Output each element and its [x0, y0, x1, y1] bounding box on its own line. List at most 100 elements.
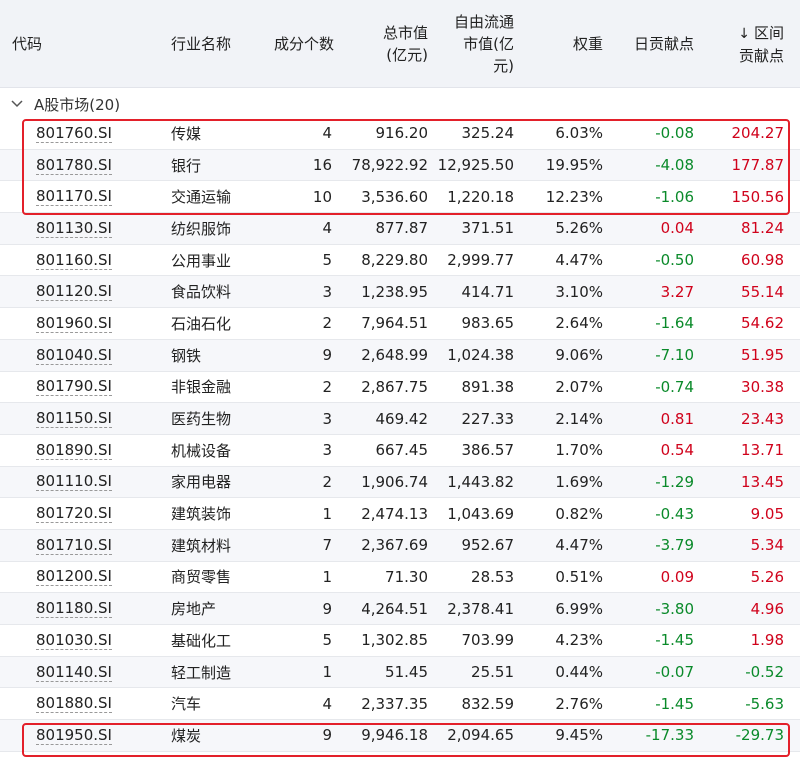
table-row[interactable]: 801760.SI 传媒 4 916.20 325.24 6.03% -0.08 204.27	[0, 118, 800, 150]
cell-code-text[interactable]: 801030.SI	[36, 630, 112, 650]
cell-code[interactable]: 801880.SI	[36, 688, 112, 719]
cell-code[interactable]: 801170.SI	[36, 181, 112, 212]
col-header-market-cap[interactable]: 总市值 (亿元)	[383, 0, 428, 88]
cell-code-text[interactable]: 801710.SI	[36, 535, 112, 555]
cell-code[interactable]: 801950.SI	[36, 720, 112, 751]
cell-weight-text: 0.44%	[555, 663, 603, 682]
col-header-free-cap[interactable]: 自由流通 市值(亿 元)	[454, 0, 514, 88]
cell-code[interactable]: 801710.SI	[36, 530, 112, 561]
cell-code-text[interactable]: 801130.SI	[36, 218, 112, 238]
table-row[interactable]: 801890.SI 机械设备 3 667.45 386.57 1.70% 0.54 13.71	[0, 435, 800, 467]
cell-code[interactable]: 801150.SI	[36, 403, 112, 434]
cell-code[interactable]: 801720.SI	[36, 498, 112, 529]
cell-weight: 2.14%	[555, 403, 603, 434]
cell-code[interactable]: 801030.SI	[36, 625, 112, 656]
cell-code-text[interactable]: 801110.SI	[36, 472, 112, 492]
col-header-code[interactable]: 代码	[12, 0, 42, 88]
table-row[interactable]: 801790.SI 非银金融 2 2,867.75 891.38 2.07% -0.74 30…	[0, 372, 800, 404]
cell-code-text[interactable]: 801780.SI	[36, 155, 112, 175]
col-header-free-cap-line1: 自由流通	[453, 13, 514, 31]
cell-code-text[interactable]: 801120.SI	[36, 282, 112, 302]
table-row[interactable]: 801170.SI 交通运输 10 3,536.60 1,220.18 12.23% -1.…	[0, 181, 800, 214]
chevron-down-icon[interactable]	[10, 100, 24, 108]
cell-code[interactable]: 801790.SI	[36, 372, 112, 403]
cell-daily-contribution: 0.09	[661, 562, 694, 593]
col-header-daily-label: 日贡献点	[633, 35, 694, 53]
cell-daily-contribution-text: 0.81	[660, 409, 694, 428]
cell-weight: 2.76%	[555, 688, 603, 719]
cell-market-cap: 9,946.18	[361, 720, 428, 751]
table-row[interactable]: 801150.SI 医药生物 3 469.42 227.33 2.14% 0.81 23.43	[0, 403, 800, 435]
cell-code[interactable]: 801160.SI	[36, 245, 112, 276]
cell-range-contribution: 1.98	[751, 625, 784, 656]
cell-market-cap: 1,906.74	[361, 467, 428, 498]
cell-code-text[interactable]: 801040.SI	[36, 345, 112, 365]
cell-code-text[interactable]: 801790.SI	[36, 377, 112, 397]
cell-code[interactable]: 801040.SI	[36, 340, 112, 371]
cell-code[interactable]: 801780.SI	[36, 150, 112, 181]
cell-code[interactable]: 801760.SI	[36, 118, 112, 149]
cell-free-market-cap: 371.51	[462, 213, 515, 244]
cell-code-text[interactable]: 801890.SI	[36, 440, 112, 460]
cell-code-text[interactable]: 801180.SI	[36, 599, 112, 619]
cell-free-market-cap-text: 891.38	[461, 377, 515, 396]
col-header-count[interactable]: 成分个数	[274, 0, 334, 88]
table-row[interactable]: 801960.SI 石油石化 2 7,964.51 983.65 2.64% -1.64 54…	[0, 308, 800, 340]
cell-code[interactable]: 801120.SI	[36, 276, 112, 307]
cell-count: 1	[322, 657, 332, 688]
col-header-weight[interactable]: 权重	[573, 0, 603, 88]
col-header-industry[interactable]: 行业名称	[171, 0, 231, 88]
cell-code[interactable]: 801960.SI	[36, 308, 112, 339]
table-row[interactable]: 801950.SI 煤炭 9 9,946.18 2,094.65 9.45% -17.33 -…	[0, 720, 800, 752]
col-header-daily[interactable]: 日贡献点	[634, 0, 694, 88]
cell-code-text[interactable]: 801880.SI	[36, 694, 112, 714]
table-row[interactable]: 801180.SI 房地产 9 4,264.51 2,378.41 6.99% -3.80 4…	[0, 593, 800, 625]
table-row[interactable]: 801040.SI 钢铁 9 2,648.99 1,024.38 9.06% -7.10 51…	[0, 339, 800, 372]
table-row[interactable]: 801130.SI 纺织服饰 4 877.87 371.51 5.26% 0.04 81.24	[0, 213, 800, 245]
cell-weight: 0.82%	[555, 498, 603, 529]
cell-weight-text: 5.26%	[555, 219, 603, 238]
cell-market-cap-text: 2,648.99	[361, 346, 428, 365]
table-row[interactable]: 801710.SI 建筑材料 7 2,367.69 952.67 4.47% -3.79 5.…	[0, 529, 800, 562]
cell-market-cap: 1,238.95	[361, 276, 428, 307]
cell-code[interactable]: 801200.SI	[36, 562, 112, 593]
col-header-range[interactable]: ↓ 区间 贡献点	[738, 0, 784, 88]
table-row[interactable]: 801120.SI 食品饮料 3 1,238.95 414.71 3.10% 3.27 55.…	[0, 276, 800, 309]
cell-code[interactable]: 801140.SI	[36, 657, 112, 688]
cell-range-contribution: 81.24	[741, 213, 784, 244]
cell-daily-contribution-text: 0.54	[660, 441, 694, 460]
cell-code-text[interactable]: 801960.SI	[36, 313, 112, 333]
cell-code-text[interactable]: 801150.SI	[36, 409, 112, 429]
table-row[interactable]: 801780.SI 银行 16 78,922.92 12,925.50 19.95% -4.…	[0, 149, 800, 182]
cell-code-text[interactable]: 801200.SI	[36, 567, 112, 587]
table-row[interactable]: 801160.SI 公用事业 5 8,229.80 2,999.77 4.47% -0.50…	[0, 245, 800, 277]
cell-range-contribution: 4.96	[751, 593, 784, 624]
table-row[interactable]: 801110.SI 家用电器 2 1,906.74 1,443.82 1.69% -1.29…	[0, 466, 800, 499]
cell-free-market-cap: 983.65	[462, 308, 515, 339]
cell-range-contribution-text: 204.27	[731, 124, 785, 143]
cell-daily-contribution-text: -1.45	[655, 694, 694, 713]
cell-code-text[interactable]: 801950.SI	[36, 725, 112, 745]
cell-code[interactable]: 801110.SI	[36, 467, 112, 498]
table-row[interactable]: 801030.SI 基础化工 5 1,302.85 703.99 4.23% -1.45 1.…	[0, 625, 800, 657]
cell-code-text[interactable]: 801160.SI	[36, 250, 112, 270]
cell-code[interactable]: 801890.SI	[36, 435, 112, 466]
group-row-a-share[interactable]: A股市场(20)	[0, 90, 800, 118]
table-row[interactable]: 801720.SI 建筑装饰 1 2,474.13 1,043.69 0.82% -0.43…	[0, 498, 800, 530]
cell-code[interactable]: 801130.SI	[36, 213, 112, 244]
cell-code-text[interactable]: 801720.SI	[36, 504, 112, 524]
cell-range-contribution: 150.56	[732, 181, 785, 212]
cell-range-contribution-text: 30.38	[741, 377, 784, 396]
table-row[interactable]: 801880.SI 汽车 4 2,337.35 832.59 2.76% -1.45 -5.6…	[0, 688, 800, 721]
cell-daily-contribution-text: -1.06	[655, 187, 694, 206]
cell-code-text[interactable]: 801760.SI	[36, 123, 112, 143]
cell-code-text[interactable]: 801140.SI	[36, 662, 112, 682]
table-row[interactable]: 801140.SI 轻工制造 1 51.45 25.51 0.44% -0.07 -0.52	[0, 656, 800, 689]
table-row[interactable]: 801200.SI 商贸零售 1 71.30 28.53 0.51% 0.09 5.26	[0, 562, 800, 594]
cell-daily-contribution-text: -0.08	[655, 124, 694, 143]
cell-code[interactable]: 801180.SI	[36, 593, 112, 624]
cell-market-cap-text: 1,302.85	[361, 631, 428, 650]
cell-count: 16	[313, 150, 332, 181]
cell-code-text[interactable]: 801170.SI	[36, 187, 112, 207]
cell-free-market-cap: 1,043.69	[447, 498, 514, 529]
